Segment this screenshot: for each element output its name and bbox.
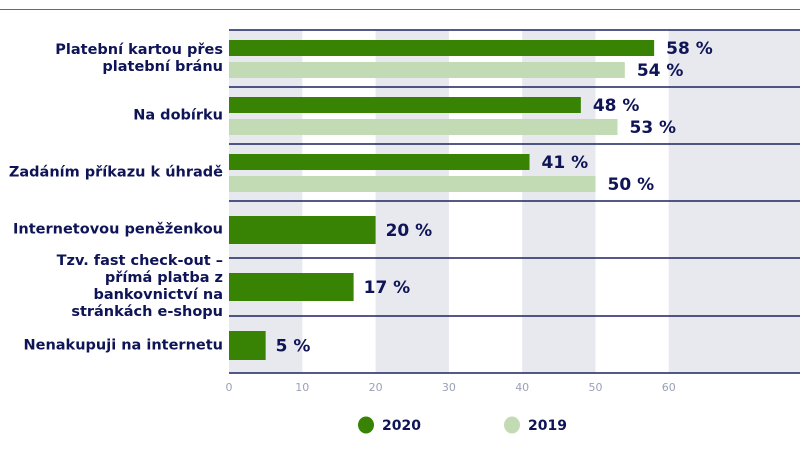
data-label: 58 %: [666, 39, 713, 59]
x-tick-label: 10: [295, 381, 309, 394]
x-tick-label: 40: [515, 381, 529, 394]
data-label: 48 %: [593, 96, 640, 116]
data-label: 17 %: [364, 278, 411, 298]
data-label: 20 %: [386, 221, 433, 241]
x-tick-label: 0: [226, 381, 233, 394]
category-label: Platební kartou přes platební bránu: [55, 42, 223, 75]
category-label: Tzv. fast check-out – přímá platba z ban…: [56, 253, 223, 320]
data-label: 5 %: [276, 337, 311, 357]
category-label: Internetovou peněženkou: [13, 221, 223, 238]
bar-2020: [229, 97, 581, 113]
data-label: 41 %: [542, 153, 589, 173]
legend-label: 2020: [382, 418, 421, 434]
bar-2020: [229, 273, 354, 301]
bar-2019: [229, 119, 618, 135]
bar-2019: [229, 176, 596, 192]
bar-2020: [229, 331, 266, 360]
legend-marker-2019: [504, 416, 520, 434]
legend-label: 2019: [528, 418, 567, 434]
data-label: 53 %: [629, 118, 676, 138]
data-label: 50 %: [608, 175, 655, 195]
x-tick-label: 20: [369, 381, 383, 394]
category-label: Zadáním příkazu k úhradě: [8, 164, 223, 181]
bar-2019: [229, 62, 625, 78]
bar-2020: [229, 40, 655, 56]
bar-2020: [229, 154, 530, 170]
x-tick-label: 30: [442, 381, 456, 394]
x-tick-label: 50: [589, 381, 603, 394]
category-label: Na dobírku: [133, 107, 223, 124]
top-red-line: [0, 9, 800, 10]
legend-marker-2020: [358, 416, 374, 434]
category-label: Nenakupuji na internetu: [23, 337, 223, 353]
x-tick-label: 60: [662, 381, 676, 394]
bar-2020: [229, 216, 376, 244]
data-label: 54 %: [637, 61, 684, 81]
